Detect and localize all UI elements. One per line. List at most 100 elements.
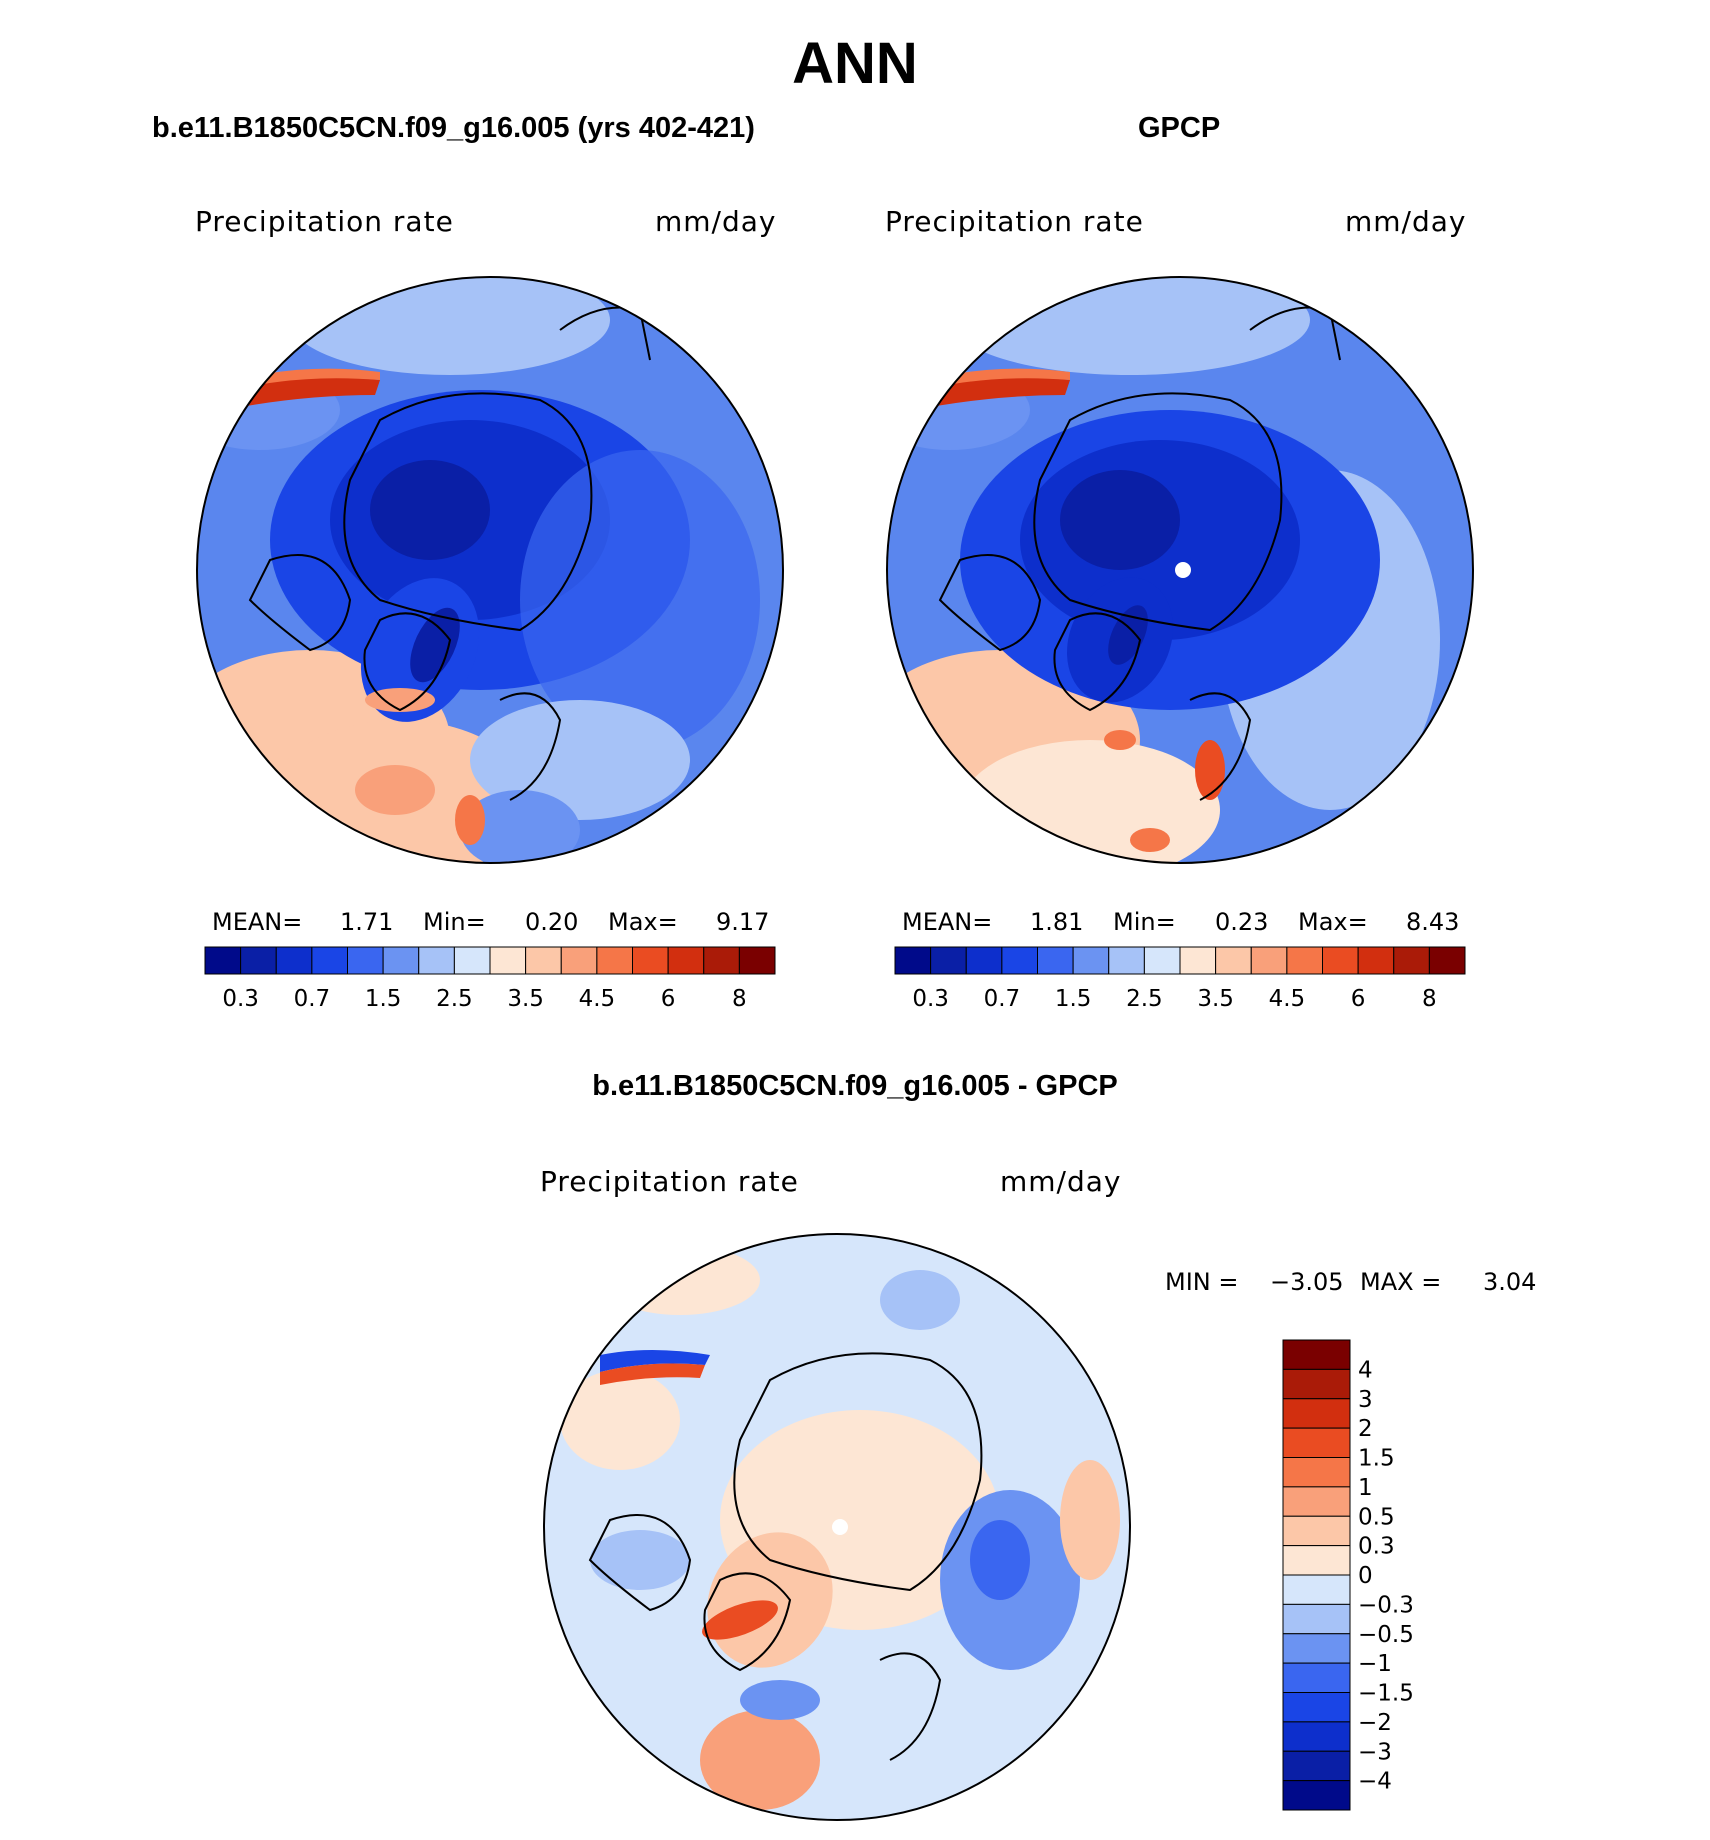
diff-min-label: MIN = [1165,1268,1239,1296]
model-panel-subtitle: b.e11.B1850C5CN.f09_g16.005 (yrs 402-421… [152,112,755,144]
colorbar-swatch [1282,1721,1351,1752]
diff-variable-label: Precipitation rate [540,1165,799,1198]
colorbar-tick-label: −2 [1358,1710,1392,1736]
obs-mean-value: 1.81 [1030,908,1084,936]
colorbar-swatch [1282,1398,1351,1429]
colorbar-swatch [738,946,776,975]
colorbar-swatch [1143,946,1181,975]
colorbar-swatch [1282,1545,1351,1576]
colorbar-swatch [560,946,598,975]
colorbar-tick-label: 0.3 [912,986,949,1012]
colorbar-swatch [1282,1780,1351,1811]
colorbar-swatch [1250,946,1288,975]
obs-variable-label: Precipitation rate [885,205,1144,238]
diff-max-label: MAX = [1360,1268,1442,1296]
model-max-label: Max= [608,908,678,936]
colorbar-swatch [1282,1515,1351,1547]
colorbar-tick-label: 6 [661,986,676,1012]
colorbar-tick-label: 3 [1358,1387,1373,1413]
colorbar-swatch [453,946,491,975]
model-min-value: 0.20 [525,908,579,936]
colorbar-swatch [1428,946,1466,975]
colorbar-tick-label: 0.7 [984,986,1021,1012]
colorbar-tick-label: 6 [1351,986,1366,1012]
colorbar-swatch [1282,1662,1351,1693]
colorbar-tick-label: −0.5 [1358,1622,1414,1648]
colorbar-swatch [1072,946,1110,975]
colorbar-tick-label: 8 [1422,986,1437,1012]
colorbar-swatch [1393,946,1430,975]
colorbar-swatch [347,946,384,975]
obs-panel-subtitle: GPCP [1138,112,1221,144]
colorbar-tick-label: 2.5 [1126,986,1163,1012]
colorbar-swatch [1282,1486,1351,1517]
colorbar-tick-label: 8 [732,986,747,1012]
diff-colorbar: 4 3 2 1.5 1 0.5 0.3 0 −0.3 −0.5 −1 −1.5 −2 −3 −4 [1282,1339,1414,1811]
figure-title: ANN [792,31,918,96]
model-max-value: 9.17 [716,908,770,936]
colorbar-tick-label: 1.5 [1055,986,1092,1012]
model-min-label: Min= [423,908,486,936]
colorbar-tick-label: −3 [1358,1739,1392,1765]
obs-map-border [886,276,1474,864]
colorbar-swatch [525,946,562,975]
colorbar-swatch [1215,946,1252,975]
obs-min-value: 0.23 [1215,908,1269,936]
model-mean-label: MEAN= [212,908,303,936]
colorbar-swatch [1282,1368,1351,1400]
colorbar-tick-label: 3.5 [1197,986,1234,1012]
colorbar-tick-label: 0.3 [1358,1534,1395,1560]
obs-polar-map [887,277,1473,863]
colorbar-tick-label: −1.5 [1358,1681,1414,1707]
colorbar-swatch [1357,946,1395,975]
colorbar-swatch [418,946,455,975]
colorbar-tick-label: 2 [1358,1416,1373,1442]
obs-min-label: Min= [1113,908,1176,936]
colorbar-tick-label: 4.5 [579,986,616,1012]
diff-map-border [543,1233,1131,1821]
colorbar-swatch [1001,946,1038,975]
colorbar-tick-label: −4 [1358,1769,1392,1795]
colorbar-swatch [311,946,348,975]
colorbar-swatch [1282,1574,1351,1605]
model-polar-map [197,277,783,863]
colorbar-tick-label: −1 [1358,1651,1392,1677]
diff-units-label: mm/day [1000,1165,1122,1198]
colorbar-swatch [632,946,669,975]
colorbar-swatch [1282,1603,1351,1635]
colorbar-tick-label: 4.5 [1269,986,1306,1012]
colorbar-tick-label: 1.5 [1358,1446,1395,1472]
colorbar-swatch [1282,1692,1351,1723]
colorbar-tick-label: 0.7 [294,986,331,1012]
model-units-label: mm/day [655,205,777,238]
diff-panel-subtitle: b.e11.B1850C5CN.f09_g16.005 - GPCP [592,1070,1118,1102]
diff-max-value: 3.04 [1483,1268,1537,1296]
colorbar-tick-label: 3.5 [507,986,544,1012]
obs-max-value: 8.43 [1406,908,1460,936]
obs-mean-label: MEAN= [902,908,993,936]
colorbar-swatch [965,946,1003,975]
diff-polar-map [544,1234,1130,1820]
colorbar-swatch [204,946,242,975]
colorbar-tick-label: 2.5 [436,986,473,1012]
colorbar-tick-label: 1 [1358,1475,1373,1501]
colorbar-swatch [1286,946,1323,975]
colorbar-tick-label: 0 [1358,1563,1373,1589]
colorbar-swatch [382,946,420,975]
obs-colorbar: 0.3 0.7 1.5 2.5 3.5 4.5 6 8 [894,946,1466,1012]
colorbar-swatch [894,946,932,975]
diff-min-value: −3.05 [1270,1268,1344,1296]
colorbar-tick-label: 0.5 [1358,1504,1395,1530]
model-variable-label: Precipitation rate [195,205,454,238]
model-map-border [196,276,784,864]
colorbar-swatch [596,946,633,975]
colorbar-swatch [1282,1750,1351,1782]
colorbar-swatch [489,946,527,975]
colorbar-swatch [1282,1457,1351,1488]
colorbar-swatch [1037,946,1074,975]
colorbar-swatch [930,946,967,975]
obs-units-label: mm/day [1345,205,1467,238]
model-colorbar: 0.3 0.7 1.5 2.5 3.5 4.5 6 8 [204,946,776,1012]
colorbar-swatch [240,946,277,975]
